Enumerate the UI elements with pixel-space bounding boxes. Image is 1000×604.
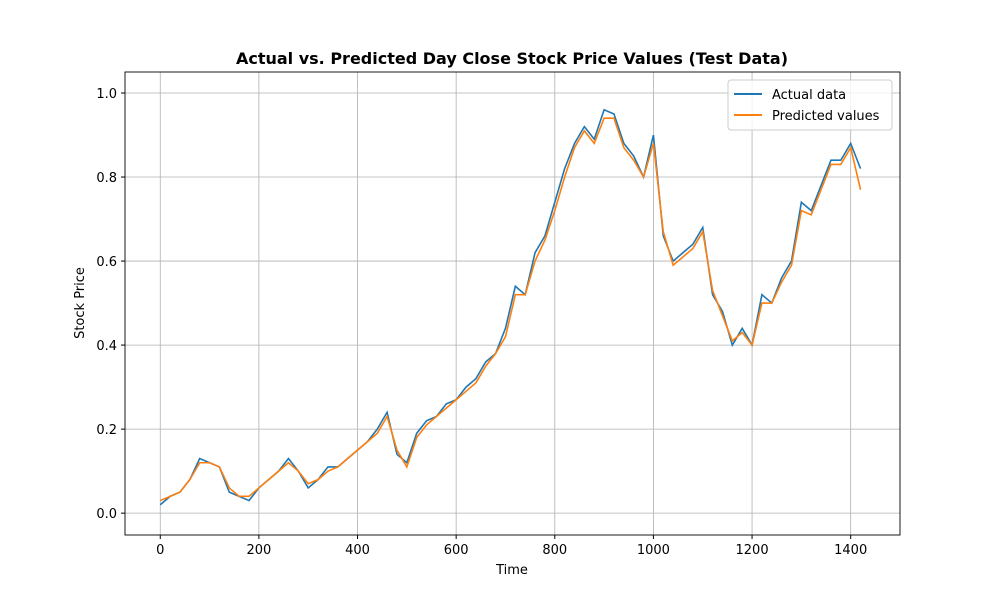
plot-frame <box>124 71 901 536</box>
x-tick-label: 400 <box>345 543 370 558</box>
y-tick-label: 0.8 <box>96 171 117 186</box>
y-tick-label: 1.0 <box>96 87 117 102</box>
legend-label: Predicted values <box>772 109 880 124</box>
series-line <box>159 117 862 502</box>
y-tick-label: 0.6 <box>96 255 117 270</box>
x-tick-label: 1200 <box>736 543 769 558</box>
x-tick-label: 1400 <box>834 543 867 558</box>
x-tick-label: 800 <box>542 543 567 558</box>
y-tick-label: 0.0 <box>96 507 117 522</box>
x-tick-label: 600 <box>444 543 469 558</box>
x-axis-label: Time <box>495 563 528 578</box>
legend-label: Actual data <box>772 88 846 103</box>
x-tick-label: 200 <box>246 543 271 558</box>
y-tick-label: 0.2 <box>96 423 117 438</box>
x-tick-label: 1000 <box>637 543 670 558</box>
x-tick-label: 0 <box>156 543 164 558</box>
y-axis-label: Stock Price <box>73 267 88 339</box>
legend-box <box>727 79 893 131</box>
chart-title: Actual vs. Predicted Day Close Stock Pri… <box>236 49 788 68</box>
y-tick-label: 0.4 <box>96 339 117 354</box>
